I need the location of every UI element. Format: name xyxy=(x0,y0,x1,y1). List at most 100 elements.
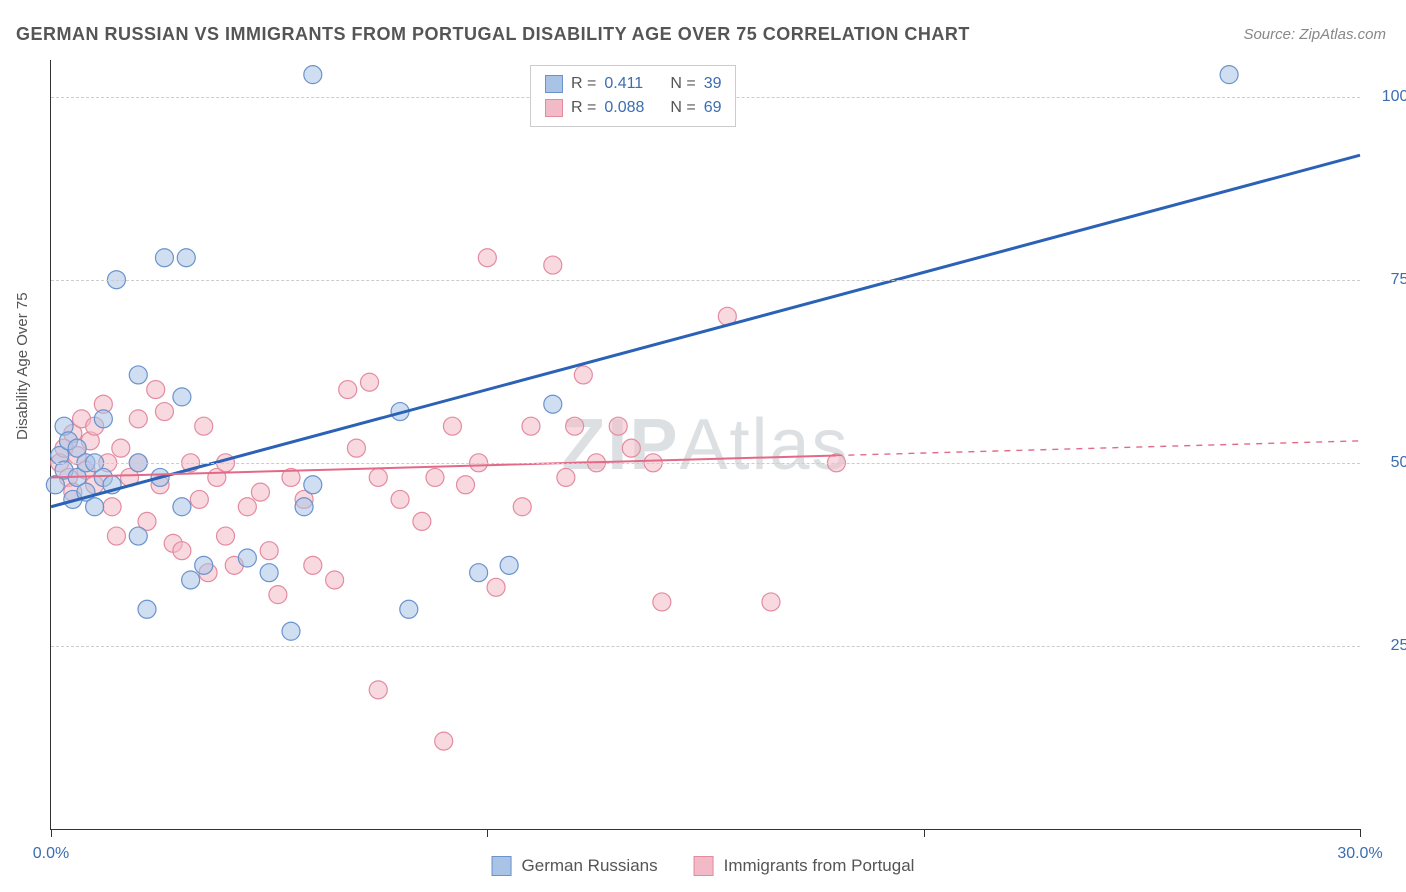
data-point xyxy=(260,564,278,582)
trend-line xyxy=(51,155,1360,507)
legend-swatch-0 xyxy=(545,75,563,93)
legend-item-1: Immigrants from Portugal xyxy=(694,856,915,876)
trend-line-dashed xyxy=(836,441,1360,456)
x-tick-label: 0.0% xyxy=(33,845,69,863)
legend-swatch-1 xyxy=(545,99,563,117)
x-tick xyxy=(51,829,52,837)
legend-correlation: R = 0.411 N = 39 R = 0.088 N = 69 xyxy=(530,65,736,127)
data-point xyxy=(566,417,584,435)
data-point xyxy=(339,381,357,399)
legend-bottom-label-0: German Russians xyxy=(522,856,658,876)
source-attribution: Source: ZipAtlas.com xyxy=(1243,26,1386,43)
legend-series: German Russians Immigrants from Portugal xyxy=(492,856,915,876)
y-tick-label: 50.0% xyxy=(1366,454,1406,472)
legend-bottom-label-1: Immigrants from Portugal xyxy=(724,856,915,876)
data-point xyxy=(500,556,518,574)
data-point xyxy=(653,593,671,611)
data-point xyxy=(86,498,104,516)
data-point xyxy=(304,556,322,574)
chart-title: GERMAN RUSSIAN VS IMMIGRANTS FROM PORTUG… xyxy=(16,24,970,45)
data-point xyxy=(478,249,496,267)
legend-r-value-1: 0.088 xyxy=(604,96,656,120)
y-tick-label: 100.0% xyxy=(1366,88,1406,106)
data-point xyxy=(1220,66,1238,84)
data-point xyxy=(557,468,575,486)
x-tick xyxy=(487,829,488,837)
gridline-h xyxy=(51,280,1360,281)
data-point xyxy=(173,498,191,516)
data-point xyxy=(129,366,147,384)
data-point xyxy=(112,439,130,457)
legend-row-series-0: R = 0.411 N = 39 xyxy=(545,72,721,96)
legend-n-value-1: 69 xyxy=(704,96,722,120)
chart-svg xyxy=(51,60,1360,829)
legend-row-series-1: R = 0.088 N = 69 xyxy=(545,96,721,120)
legend-r-label-0: R = xyxy=(571,72,596,96)
legend-n-value-0: 39 xyxy=(704,72,722,96)
legend-r-value-0: 0.411 xyxy=(604,72,656,96)
data-point xyxy=(260,542,278,560)
data-point xyxy=(195,417,213,435)
data-point xyxy=(103,498,121,516)
data-point xyxy=(138,600,156,618)
data-point xyxy=(129,410,147,428)
y-tick-label: 75.0% xyxy=(1366,271,1406,289)
data-point xyxy=(217,527,235,545)
data-point xyxy=(443,417,461,435)
data-point xyxy=(347,439,365,457)
data-point xyxy=(147,381,165,399)
x-tick xyxy=(1360,829,1361,837)
data-point xyxy=(544,395,562,413)
data-point xyxy=(622,439,640,457)
data-point xyxy=(400,600,418,618)
data-point xyxy=(513,498,531,516)
data-point xyxy=(251,483,269,501)
data-point xyxy=(295,498,313,516)
data-point xyxy=(369,468,387,486)
data-point xyxy=(155,249,173,267)
data-point xyxy=(574,366,592,384)
data-point xyxy=(238,498,256,516)
x-tick xyxy=(924,829,925,837)
data-point xyxy=(173,388,191,406)
gridline-h xyxy=(51,463,1360,464)
gridline-h xyxy=(51,646,1360,647)
data-point xyxy=(522,417,540,435)
data-point xyxy=(369,681,387,699)
data-point xyxy=(470,564,488,582)
data-point xyxy=(413,512,431,530)
data-point xyxy=(762,593,780,611)
data-point xyxy=(238,549,256,567)
data-point xyxy=(487,578,505,596)
x-tick-label: 30.0% xyxy=(1337,845,1382,863)
plot-area: ZIPAtlas 25.0%50.0%75.0%100.0%0.0%30.0% xyxy=(50,60,1360,830)
data-point xyxy=(94,410,112,428)
data-point xyxy=(304,66,322,84)
data-point xyxy=(155,403,173,421)
data-point xyxy=(190,490,208,508)
y-tick-label: 25.0% xyxy=(1366,637,1406,655)
data-point xyxy=(391,490,409,508)
data-point xyxy=(282,622,300,640)
data-point xyxy=(544,256,562,274)
data-point xyxy=(361,373,379,391)
legend-bottom-swatch-1 xyxy=(694,856,714,876)
data-point xyxy=(435,732,453,750)
data-point xyxy=(195,556,213,574)
data-point xyxy=(177,249,195,267)
legend-n-label-0: N = xyxy=(670,72,695,96)
legend-bottom-swatch-0 xyxy=(492,856,512,876)
data-point xyxy=(609,417,627,435)
legend-r-label-1: R = xyxy=(571,96,596,120)
data-point xyxy=(129,527,147,545)
data-point xyxy=(326,571,344,589)
legend-n-label-1: N = xyxy=(670,96,695,120)
data-point xyxy=(107,527,125,545)
data-point xyxy=(269,586,287,604)
data-point xyxy=(304,476,322,494)
data-point xyxy=(182,571,200,589)
legend-item-0: German Russians xyxy=(492,856,658,876)
data-point xyxy=(426,468,444,486)
data-point xyxy=(173,542,191,560)
data-point xyxy=(457,476,475,494)
